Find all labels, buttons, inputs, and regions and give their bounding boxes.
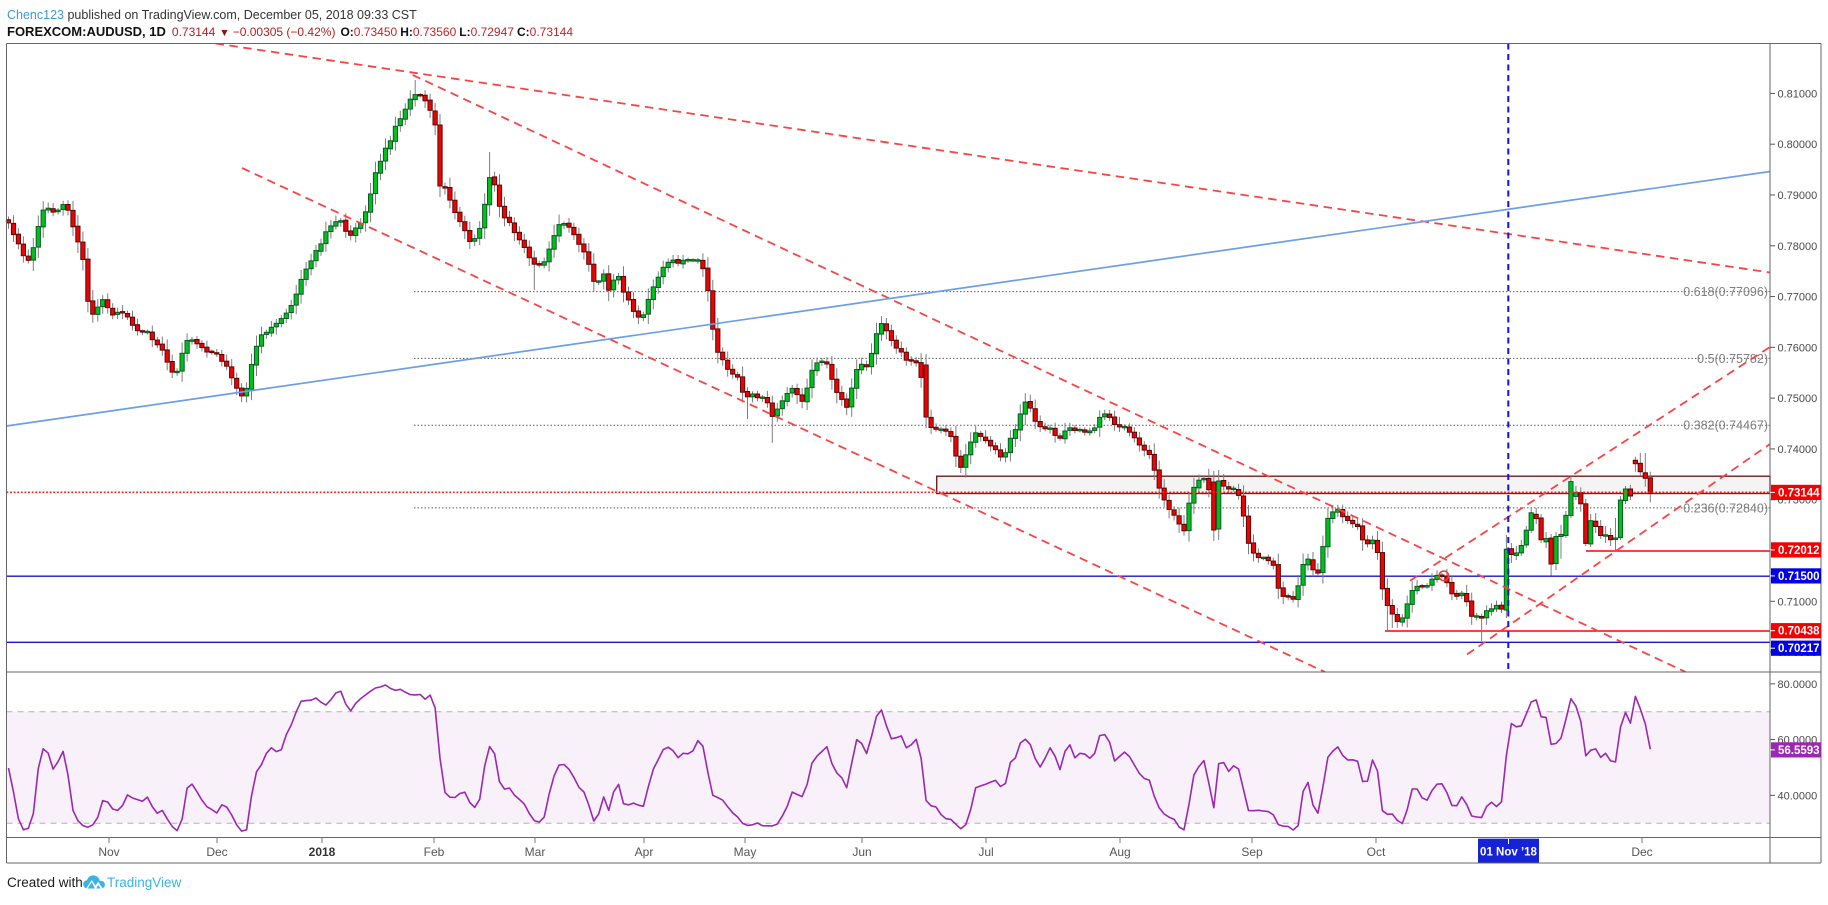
svg-text:0.618(0.77096): 0.618(0.77096) [1683, 285, 1768, 299]
svg-text:0.382(0.74467): 0.382(0.74467) [1683, 419, 1768, 433]
svg-text:0.5(0.75782): 0.5(0.75782) [1697, 352, 1768, 366]
svg-text:May: May [734, 845, 757, 859]
svg-text:Feb: Feb [424, 845, 445, 859]
svg-text:0.76000: 0.76000 [1778, 342, 1818, 354]
svg-text:Nov: Nov [98, 845, 119, 859]
svg-text:Apr: Apr [635, 845, 654, 859]
svg-text:0.78000: 0.78000 [1778, 241, 1818, 253]
svg-text:40.0000: 40.0000 [1778, 790, 1818, 802]
svg-text:0.70438: 0.70438 [1778, 626, 1820, 638]
svg-text:0.70217: 0.70217 [1778, 643, 1820, 655]
svg-text:0.73144: 0.73144 [1778, 487, 1820, 499]
svg-text:0.74000: 0.74000 [1778, 444, 1818, 456]
svg-text:0.71000: 0.71000 [1778, 596, 1818, 608]
svg-text:Dec: Dec [206, 845, 227, 859]
svg-text:0.75000: 0.75000 [1778, 393, 1818, 405]
svg-text:Jun: Jun [852, 845, 871, 859]
svg-text:Aug: Aug [1109, 845, 1130, 859]
svg-text:Sep: Sep [1241, 845, 1263, 859]
svg-text:2018: 2018 [309, 845, 336, 859]
svg-text:Created with: Created with [7, 875, 83, 890]
svg-text:0.71500: 0.71500 [1778, 571, 1820, 583]
svg-text:Chenc123 published on TradingV: Chenc123 published on TradingView.com, D… [7, 8, 417, 22]
svg-text:FOREXCOM:AUDUSD, 1D0.73144▼−0.: FOREXCOM:AUDUSD, 1D 0.73144 ▼ −0.00305 (−0.… [7, 24, 573, 39]
svg-text:Dec: Dec [1631, 845, 1652, 859]
svg-text:Jul: Jul [978, 845, 993, 859]
svg-text:56.5593: 56.5593 [1778, 745, 1820, 757]
svg-text:0.77000: 0.77000 [1778, 292, 1818, 304]
svg-text:Oct: Oct [1367, 845, 1386, 859]
svg-text:0.81000: 0.81000 [1778, 88, 1818, 100]
svg-text:01 Nov ’18: 01 Nov ’18 [1480, 847, 1537, 859]
svg-text:TradingView: TradingView [107, 875, 182, 890]
svg-text:0.72012: 0.72012 [1778, 545, 1820, 557]
svg-text:0.236(0.72840): 0.236(0.72840) [1683, 501, 1768, 515]
svg-text:0.80000: 0.80000 [1778, 139, 1818, 151]
svg-text:80.0000: 80.0000 [1778, 679, 1818, 691]
svg-text:Mar: Mar [525, 845, 546, 859]
svg-text:0.79000: 0.79000 [1778, 190, 1818, 202]
